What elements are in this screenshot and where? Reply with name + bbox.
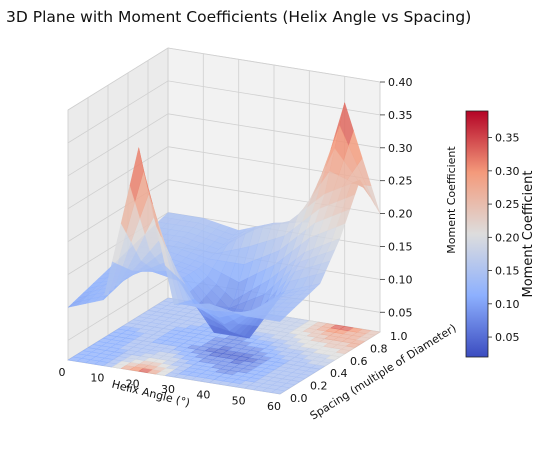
colorbar-tick-label: 0.30 — [495, 165, 520, 178]
gridline-z — [67, 47, 381, 111]
colorbar-tick-label: 0.10 — [495, 298, 520, 311]
z-tick-label: 0.05 — [388, 306, 413, 319]
z-tick-label: 0.15 — [388, 240, 413, 253]
y-tick-label: 0.2 — [310, 380, 328, 393]
colorbar-tick-label: 0.35 — [495, 132, 520, 145]
floor-contour-cell — [365, 330, 381, 336]
colorbar-tick-label: 0.20 — [495, 231, 520, 244]
surface-patch — [67, 300, 83, 308]
z-axis-label: Moment Coefficient — [445, 146, 458, 254]
gridline-z — [67, 80, 381, 144]
x-tick-label: 20 — [126, 377, 140, 390]
axis-ticks: 0 10 20 30 40 50 60 0.00.20.40.60.81.0 0.05 0.10 0… — [59, 76, 413, 413]
z-tick-label: 0.30 — [388, 142, 413, 155]
z-tick-label: 0.25 — [388, 175, 413, 188]
z-tick-label: 0.35 — [388, 109, 413, 122]
chart-title: 3D Plane with Moment Coefficients (Helix… — [6, 8, 472, 26]
z-tick-label: 0.40 — [388, 76, 413, 89]
x-tick-label: 60 — [267, 400, 281, 413]
y-tick-label: 0.6 — [350, 355, 368, 368]
colorbar-label: Moment Coefficient — [521, 171, 536, 298]
x-tick-label: 40 — [196, 389, 210, 402]
gridline-z — [67, 113, 381, 177]
surface — [67, 102, 381, 339]
y-tick-label: 1.0 — [390, 330, 408, 343]
y-tick-label: 0.8 — [370, 342, 388, 355]
floor-contour — [67, 297, 381, 395]
gridline-z — [67, 146, 381, 210]
colorbar-tick-label: 0.25 — [495, 198, 520, 211]
y-tick-label: 0.4 — [330, 367, 348, 380]
z-tick-label: 0.20 — [388, 208, 413, 221]
x-tick-label: 0 — [59, 366, 66, 379]
x-tick-label: 10 — [90, 372, 104, 385]
x-tick-label: 50 — [232, 394, 246, 407]
colorbar: 0.05 0.10 0.15 0.20 0.25 0.30 0.35 Moment Coeff… — [465, 110, 536, 358]
y-tick-label: 0.0 — [290, 392, 308, 405]
x-axis-label: Helix Angle (°) — [110, 378, 191, 410]
colorbar-tick-label: 0.05 — [495, 331, 520, 344]
x-tick-label: 30 — [161, 383, 175, 396]
colorbar-bar — [465, 110, 489, 358]
z-tick-label: 0.10 — [388, 273, 413, 286]
colorbar-tick-label: 0.15 — [495, 265, 520, 278]
